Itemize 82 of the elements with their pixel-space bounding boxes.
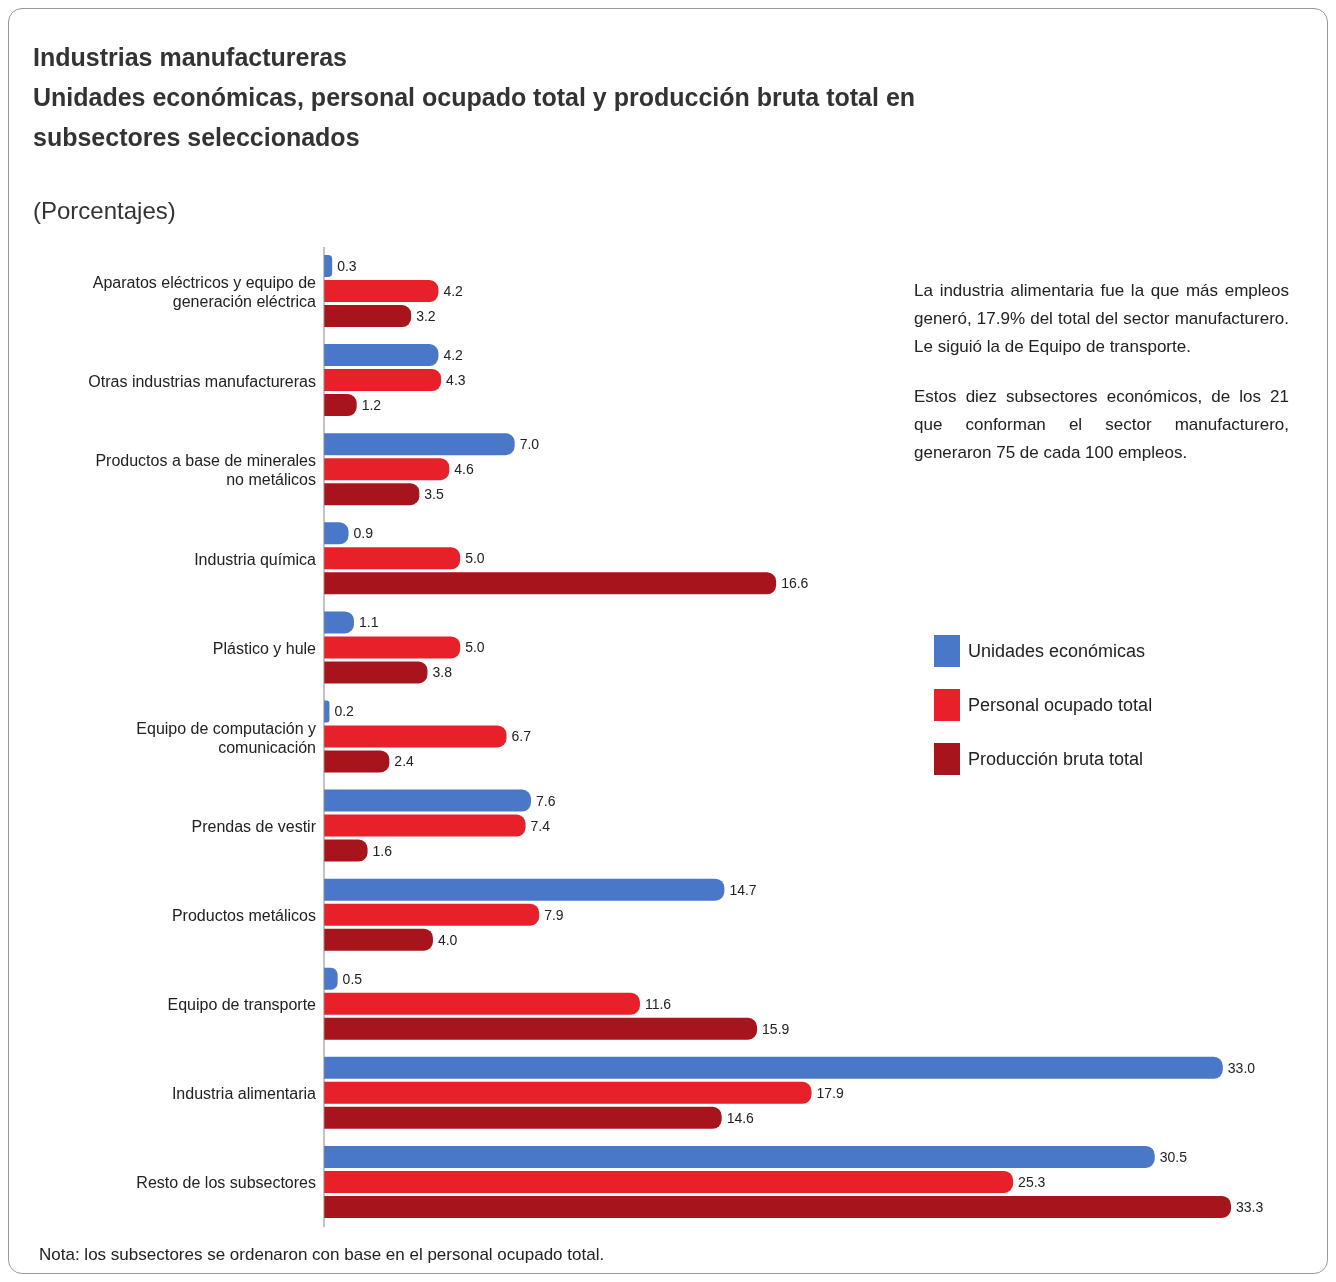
data-label: 33.3 (1236, 1198, 1264, 1215)
bar (324, 572, 777, 595)
data-label: 4.2 (443, 282, 464, 299)
y-tick-label: Equipo de computación y comunicación (136, 719, 316, 755)
bar (324, 1195, 1231, 1218)
bar (324, 1017, 758, 1040)
data-label: 7.4 (530, 817, 551, 834)
y-tick-label: Prendas de vestir (191, 817, 317, 835)
text: (Porcentajes) (33, 197, 176, 225)
y-tick-label: Resto de los subsectores (136, 1173, 316, 1191)
bar (324, 1170, 1014, 1193)
bar (324, 305, 412, 328)
legend-label: Unidades económicas (968, 640, 1146, 662)
data-label: 4.3 (446, 372, 466, 389)
y-tick-label: Aparatos eléctricos y equipo de generación eléctrica (92, 273, 317, 310)
data-label: 7.9 (544, 906, 564, 923)
data-label: 14.7 (729, 881, 757, 898)
data-label: 7.0 (519, 436, 540, 453)
annotation: Estos diez subsectores económicos, de los 21 que conforman el sector manufacturero, generaron 75 de cada 100 empleos. (914, 386, 1289, 464)
bar (324, 483, 420, 506)
text: Nota: los subsectores se ordenaron con base en el personal ocupado total. (39, 1245, 605, 1265)
data-label: 4.6 (454, 461, 474, 478)
bar (324, 839, 368, 862)
bar (324, 611, 354, 634)
y-tick-label: Productos a base de minerales no metálicos (95, 451, 316, 488)
data-label: 11.6 (644, 995, 672, 1012)
data-label: 1.6 (372, 842, 393, 859)
bar (324, 750, 390, 773)
bar (324, 458, 450, 481)
bar (324, 928, 433, 951)
data-label: 33.0 (1227, 1059, 1256, 1076)
y-tick-label: Productos metálicos (171, 906, 316, 924)
bar (324, 394, 357, 417)
data-label: 0.5 (342, 970, 363, 987)
data-label: 0.2 (334, 703, 355, 720)
y-tick-label: Equipo de transporte (167, 995, 317, 1013)
bar (324, 636, 461, 659)
data-label: 3.8 (432, 664, 453, 681)
y-tick-label: Industria química (194, 550, 317, 568)
data-label: 4.0 (437, 931, 458, 948)
data-label: 30.5 (1159, 1148, 1188, 1165)
legend-label: Producción bruta total (968, 748, 1144, 770)
data-label: 7.6 (536, 792, 556, 809)
data-label: 5.0 (465, 639, 485, 656)
data-label: 2.4 (394, 753, 415, 770)
data-label: 3.2 (416, 307, 436, 324)
bar (324, 1081, 812, 1104)
bar (324, 878, 725, 901)
data-label: 3.5 (424, 486, 445, 503)
data-label: 14.6 (726, 1109, 755, 1126)
data-label: 0.9 (353, 525, 374, 542)
bar (324, 344, 439, 367)
bar (324, 280, 439, 303)
data-label: 15.9 (762, 1020, 790, 1037)
annotation: La industria alimentaria fue la que más empleos generó, 17.9% del total del sector manufacturero. Le siguió la de Equipo de transporte. (914, 280, 1289, 358)
bar (324, 1056, 1223, 1079)
bar (324, 433, 515, 456)
bar (324, 547, 461, 570)
data-label: 1.2 (361, 397, 382, 414)
data-label: 0.3 (337, 257, 357, 274)
data-label: 1.1 (358, 614, 379, 631)
data-label: 6.7 (511, 728, 532, 745)
data-label: 25.3 (1018, 1173, 1046, 1190)
bar (324, 992, 640, 1015)
bar (324, 661, 428, 684)
y-tick-label: Industria alimentaria (171, 1084, 317, 1102)
data-label: 5.0 (465, 550, 485, 567)
bar (324, 814, 526, 837)
bar (324, 903, 540, 926)
data-label: 4.2 (443, 347, 464, 364)
bar (324, 725, 507, 748)
legend-label: Personal ocupado total (968, 694, 1153, 716)
y-tick-label: Plástico y hule (212, 639, 317, 657)
bar (324, 369, 442, 392)
data-label: 17.9 (816, 1084, 845, 1101)
data-label: 16.6 (781, 575, 809, 592)
y-tick-label: Otras industrias manufactureras (88, 372, 316, 390)
chart-title: Industrias manufactureras (33, 42, 348, 73)
chart-subtitle: Unidades económicas, personal ocupado total y producción bruta total en subsectores seleccionados (33, 82, 917, 153)
bar (324, 789, 531, 812)
bar (324, 1106, 722, 1129)
bar (324, 1145, 1155, 1168)
